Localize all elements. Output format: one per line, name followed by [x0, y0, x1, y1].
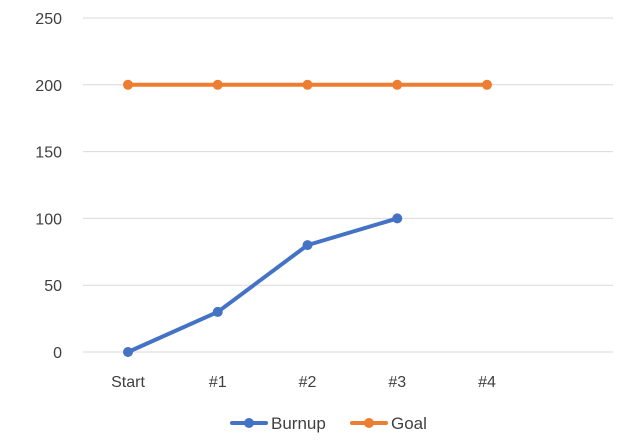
burnup-point: [392, 213, 403, 224]
legend-label: Goal: [391, 414, 427, 433]
goal-point: [212, 79, 223, 90]
y-tick-label: 0: [53, 345, 62, 362]
y-tick-label: 100: [35, 211, 62, 228]
series-burnup: [123, 213, 403, 357]
x-tick-label: #4: [478, 374, 496, 391]
goal-point: [392, 79, 403, 90]
x-axis-tick-labels: Start #1 #2 #3 #4: [111, 374, 496, 391]
burnup-point: [302, 240, 313, 251]
x-tick-label: Start: [111, 374, 145, 391]
y-tick-label: 50: [44, 278, 62, 295]
y-tick-label: 200: [35, 78, 62, 95]
y-tick-label: 150: [35, 145, 62, 162]
x-tick-label: #2: [299, 374, 317, 391]
burnup-point: [212, 306, 223, 317]
y-tick-label: 250: [35, 11, 62, 28]
goal-point: [482, 79, 492, 90]
series-goal: [123, 79, 492, 90]
legend: Burnup Goal: [230, 414, 427, 433]
goal-point: [123, 79, 133, 90]
x-tick-label: #1: [209, 374, 227, 391]
legend-item-goal: Goal: [350, 414, 427, 433]
y-axis-tick-labels: 0 50 100 150 200 250: [35, 11, 62, 362]
goal-point: [302, 79, 313, 90]
series-lines: [123, 79, 492, 357]
burnup-point: [123, 347, 133, 357]
gridlines: [83, 17, 613, 353]
legend-label: Burnup: [271, 414, 326, 433]
legend-swatch-marker: [244, 418, 254, 428]
x-tick-label: #3: [388, 374, 406, 391]
legend-item-burnup: Burnup: [230, 414, 326, 433]
burnup-line: [126, 216, 400, 354]
legend-swatch-marker: [364, 418, 374, 428]
